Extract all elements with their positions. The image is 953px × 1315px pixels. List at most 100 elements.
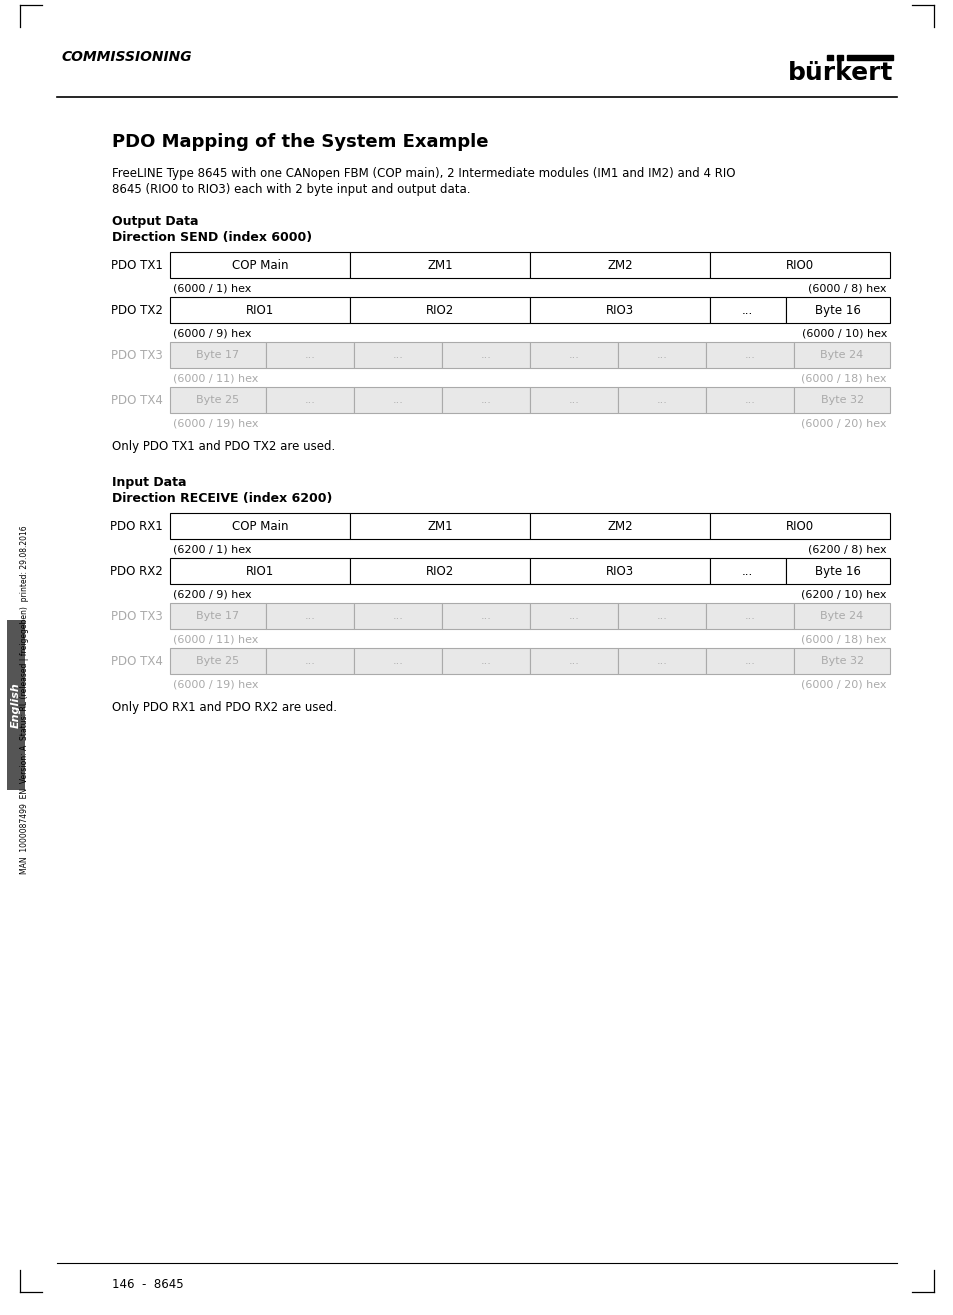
Text: RIO1: RIO1 [246,564,274,577]
Bar [266,387,354,413]
Text: Byte 32: Byte 32 [820,394,862,405]
Text: English: English [11,682,21,729]
Text: PDO RX1: PDO RX1 [111,519,163,533]
Text: (6200 / 10) hex: (6200 / 10) hex [801,589,886,600]
Text: ...: ... [741,564,753,577]
Text: ...: ... [392,350,403,360]
Text: bürkert: bürkert [786,60,892,85]
Bar [794,342,889,368]
Text: COP Main: COP Main [232,519,288,533]
Bar [794,648,889,675]
Text: ...: ... [392,656,403,665]
Text: COP Main: COP Main [232,259,288,271]
Bar [170,513,350,539]
Text: RIO3: RIO3 [605,564,634,577]
Text: Byte 16: Byte 16 [814,304,860,317]
Text: RIO0: RIO0 [785,259,813,271]
Bar [441,387,530,413]
Bar [7,619,25,790]
Bar [618,387,705,413]
Text: RIO3: RIO3 [605,304,634,317]
Text: Byte 24: Byte 24 [820,350,862,360]
Bar [794,604,889,629]
Bar [441,604,530,629]
Text: ...: ... [744,656,755,665]
Text: PDO TX2: PDO TX2 [111,304,163,317]
Text: ZM2: ZM2 [606,519,632,533]
Text: RIO1: RIO1 [246,304,274,317]
Text: (6000 / 19) hex: (6000 / 19) hex [172,418,258,429]
Text: PDO TX4: PDO TX4 [111,655,163,668]
Text: ...: ... [744,350,755,360]
Bar [530,342,618,368]
Text: ...: ... [304,656,314,665]
Text: FreeLINE Type 8645 with one CANopen FBM (COP main), 2 Intermediate modules (IM1 : FreeLINE Type 8645 with one CANopen FBM … [112,167,735,180]
Text: ...: ... [656,394,667,405]
Text: (6000 / 1) hex: (6000 / 1) hex [172,284,251,293]
Text: (6200 / 9) hex: (6200 / 9) hex [172,589,252,600]
Text: ...: ... [744,394,755,405]
Text: PDO RX2: PDO RX2 [111,564,163,577]
Text: PDO TX4: PDO TX4 [111,393,163,406]
Bar [354,604,441,629]
Bar [530,252,709,277]
Text: ...: ... [480,350,491,360]
Bar [794,387,889,413]
Text: Byte 17: Byte 17 [196,611,239,621]
Bar [618,342,705,368]
Text: ...: ... [392,394,403,405]
Text: RIO2: RIO2 [425,564,454,577]
Text: Byte 25: Byte 25 [196,394,239,405]
Text: Output Data: Output Data [112,214,198,227]
Text: (6000 / 8) hex: (6000 / 8) hex [807,284,886,293]
Text: Direction RECEIVE (index 6200): Direction RECEIVE (index 6200) [112,492,332,505]
Text: ...: ... [568,350,578,360]
Text: PDO TX1: PDO TX1 [111,259,163,271]
Text: ...: ... [480,611,491,621]
Bar [530,297,709,323]
Text: 8645 (RIO0 to RIO3) each with 2 byte input and output data.: 8645 (RIO0 to RIO3) each with 2 byte inp… [112,183,470,196]
Text: RIO2: RIO2 [425,304,454,317]
Text: ZM2: ZM2 [606,259,632,271]
Bar [530,513,709,539]
Text: (6000 / 18) hex: (6000 / 18) hex [801,373,886,384]
Text: ...: ... [304,350,314,360]
Bar [705,387,794,413]
Text: COMMISSIONING: COMMISSIONING [62,50,193,64]
Bar [709,513,889,539]
Bar [705,604,794,629]
Text: RIO0: RIO0 [785,519,813,533]
Bar [709,297,784,323]
Bar [350,513,530,539]
Text: Direction SEND (index 6000): Direction SEND (index 6000) [112,231,312,245]
Text: Byte 25: Byte 25 [196,656,239,665]
Text: ZM1: ZM1 [427,519,453,533]
Bar [530,604,618,629]
Bar [709,558,784,584]
Bar [354,387,441,413]
Bar [441,342,530,368]
Text: ZM1: ZM1 [427,259,453,271]
Bar [530,387,618,413]
Text: Byte 16: Byte 16 [814,564,860,577]
Text: (6000 / 9) hex: (6000 / 9) hex [172,329,252,338]
Bar [784,297,889,323]
Polygon shape [846,55,892,60]
Text: Only PDO RX1 and PDO RX2 are used.: Only PDO RX1 and PDO RX2 are used. [112,701,336,714]
Text: ...: ... [480,656,491,665]
Bar [784,558,889,584]
Text: ...: ... [744,611,755,621]
Bar [354,648,441,675]
Text: (6000 / 19) hex: (6000 / 19) hex [172,680,258,689]
Text: ...: ... [568,611,578,621]
Text: (6000 / 20) hex: (6000 / 20) hex [801,680,886,689]
Bar [618,648,705,675]
Bar [170,558,350,584]
Polygon shape [826,55,832,60]
Text: ...: ... [656,611,667,621]
Bar [530,558,709,584]
Text: Input Data: Input Data [112,476,186,489]
Text: Byte 32: Byte 32 [820,656,862,665]
Bar [350,252,530,277]
Bar [170,342,266,368]
